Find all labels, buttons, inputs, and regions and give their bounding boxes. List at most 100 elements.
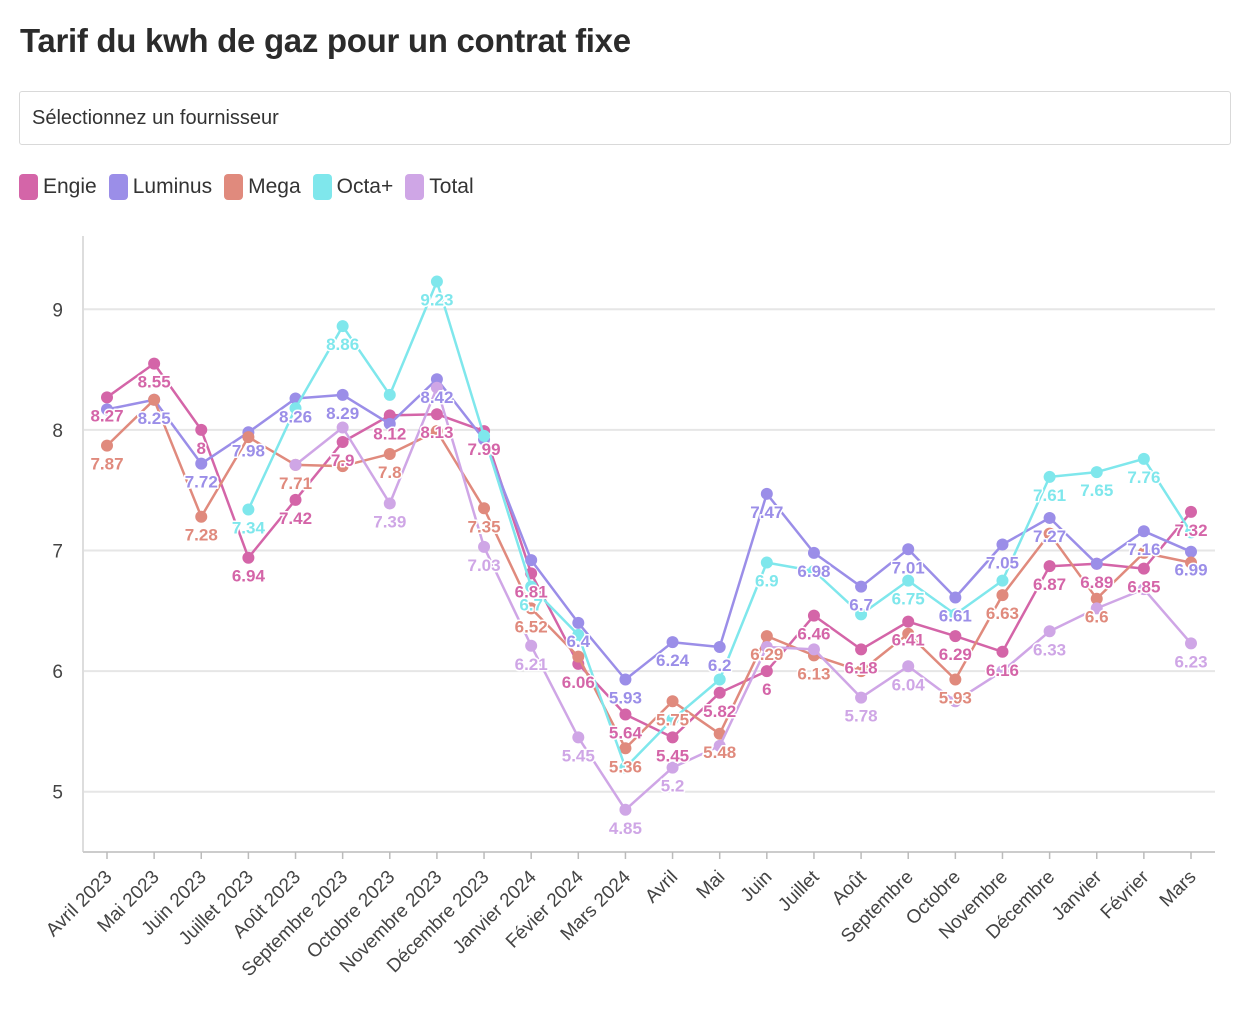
data-point: [1185, 505, 1197, 518]
data-point: [478, 429, 491, 442]
legend-label: Engie: [43, 175, 97, 198]
x-tick-label: Avril: [641, 867, 682, 908]
data-point: [1090, 557, 1103, 570]
data-point: [289, 493, 302, 506]
data-label: 6.29: [939, 645, 972, 664]
data-label: 8.42: [420, 388, 453, 407]
data-point: [383, 388, 396, 401]
data-point: [1185, 526, 1197, 539]
data-label: 7.98: [232, 441, 265, 460]
legend-label: Mega: [248, 175, 301, 198]
y-tick-label: 7: [52, 542, 63, 563]
data-label: 7.16: [1127, 540, 1160, 559]
y-tick-label: 6: [52, 662, 63, 683]
data-point: [902, 574, 915, 587]
data-label: 7.27: [1033, 527, 1066, 546]
legend-item-mega[interactable]: Mega: [224, 174, 301, 200]
data-label: 6.23: [1174, 652, 1207, 671]
data-label: 6.46: [797, 625, 830, 644]
data-label: 7.99: [467, 440, 500, 459]
data-point: [572, 628, 585, 641]
data-point: [1090, 592, 1103, 605]
data-label: 6.41: [892, 631, 925, 650]
data-point: [949, 695, 962, 708]
data-label: 6.06: [562, 673, 595, 692]
legend: Engie Luminus Mega Octa+ Total: [19, 174, 486, 200]
legend-item-luminus[interactable]: Luminus: [108, 174, 213, 200]
data-point: [1185, 545, 1197, 558]
series-line: [106, 398, 1192, 750]
data-point: [1137, 562, 1150, 575]
data-label: 7.72: [185, 473, 218, 492]
data-label: 8.86: [326, 335, 359, 354]
data-label: 7.35: [467, 517, 500, 536]
data-point: [148, 357, 161, 370]
data-label: 7.9: [331, 451, 355, 470]
data-point: [1043, 470, 1056, 483]
data-point: [336, 421, 349, 434]
data-point: [807, 546, 820, 559]
data-label: 7.76: [1127, 468, 1160, 487]
data-label: 6.63: [986, 604, 1019, 623]
data-point: [336, 388, 349, 401]
data-label: 6.33: [1033, 640, 1066, 659]
data-point: [195, 457, 208, 470]
legend-item-total[interactable]: Total: [405, 174, 474, 200]
data-point: [478, 540, 491, 553]
data-label: 8.55: [138, 373, 171, 392]
legend-label: Octa+: [336, 175, 394, 198]
supplier-select-placeholder: Sélectionnez un fournisseur: [32, 106, 279, 129]
data-point: [666, 695, 679, 708]
data-point: [101, 439, 113, 452]
data-point: [807, 609, 820, 622]
data-point: [949, 608, 962, 621]
data-point: [289, 402, 302, 415]
data-label: 6.75: [892, 590, 925, 609]
data-point: [101, 403, 113, 416]
data-point: [902, 615, 915, 628]
data-label: 7.32: [1174, 521, 1207, 540]
data-label: 4.85: [609, 819, 642, 838]
data-label: 9.23: [420, 291, 453, 310]
data-label: 6.87: [1033, 575, 1066, 594]
y-tick-label: 5: [52, 783, 63, 804]
data-label: 7.65: [1080, 481, 1113, 500]
data-label: 6.13: [797, 664, 830, 683]
y-tick-label: 8: [52, 421, 63, 442]
data-label: 6.81: [515, 582, 548, 601]
data-label: 8: [197, 439, 206, 458]
data-point: [902, 627, 915, 640]
data-point: [760, 487, 773, 500]
data-point: [430, 373, 443, 386]
data-point: [572, 731, 585, 744]
legend-item-engie[interactable]: Engie: [19, 174, 97, 200]
data-point: [807, 643, 820, 656]
series-line: [294, 386, 1192, 812]
data-point: [996, 665, 1009, 678]
data-point: [336, 320, 349, 333]
data-point: [619, 761, 632, 774]
series-mega: [101, 393, 1197, 755]
data-point: [666, 731, 679, 744]
data-point: [1137, 452, 1150, 465]
data-label: 6.16: [986, 661, 1019, 680]
data-label: 6.52: [515, 617, 548, 636]
data-label: 6.99: [1174, 561, 1207, 580]
data-label: 6.89: [1080, 573, 1113, 592]
data-point: [1090, 602, 1103, 615]
supplier-select[interactable]: Sélectionnez un fournisseur: [19, 91, 1231, 145]
data-label: 6.85: [1127, 578, 1160, 597]
chart-title: Tarif du kwh de gaz pour un contrat fixe: [20, 22, 631, 59]
data-point: [713, 640, 726, 653]
legend-label: Luminus: [132, 175, 213, 198]
data-point: [430, 275, 443, 288]
data-point: [760, 640, 773, 653]
data-label: 8.27: [90, 406, 123, 425]
data-point: [1043, 511, 1056, 524]
legend-item-octa[interactable]: Octa+: [312, 174, 394, 200]
data-label: 7.87: [90, 455, 123, 474]
data-point: [619, 708, 632, 721]
data-point: [619, 742, 632, 755]
data-label: 6.61: [939, 607, 972, 626]
data-label: 5.75: [656, 710, 689, 729]
